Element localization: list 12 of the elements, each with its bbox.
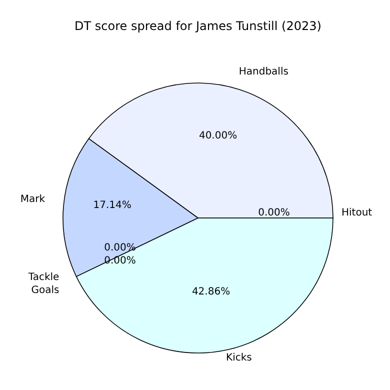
slice-label: Kicks [226, 352, 252, 364]
slice-label: Handballs [238, 66, 288, 78]
data-label: 40.00% [198, 130, 238, 142]
category-label: Hitout [342, 208, 372, 218]
chart-title: DT score spread for James Tunstill (2023) [74, 19, 322, 33]
category-label: Goals [31, 284, 60, 296]
category-label: Tackle [28, 272, 60, 283]
text: 0.00% [258, 208, 290, 218]
text: 0.00% [104, 242, 136, 254]
data-label: 42.86% [192, 286, 230, 298]
data-label: 17.14% [93, 200, 132, 212]
slice-label: Mark [20, 194, 46, 206]
